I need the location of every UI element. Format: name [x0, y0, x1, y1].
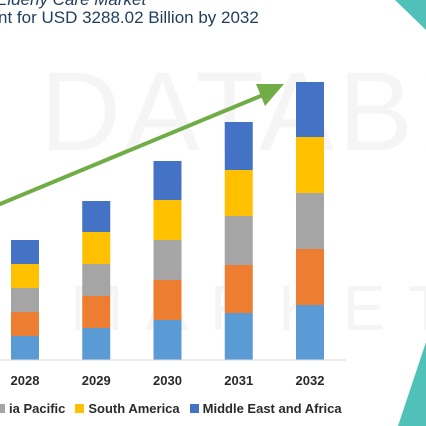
trend-arrow-line — [0, 93, 265, 206]
x-tick-label-2030: 2030 — [153, 373, 182, 388]
bar-segment-2032-s3 — [296, 137, 324, 193]
bar-segment-2029-s0 — [82, 328, 111, 360]
x-tick-label-2028: 2028 — [11, 373, 40, 388]
bar-segment-2032-s2 — [296, 193, 324, 249]
trend-arrow — [0, 84, 284, 206]
bar-segment-2030-s4 — [153, 161, 182, 200]
bar-segment-2029-s2 — [82, 264, 111, 296]
legend-label-middle-east-africa: Middle East and Africa — [202, 401, 342, 416]
bar-segment-2029-s4 — [82, 201, 111, 232]
legend-label-south-america: South America — [88, 401, 180, 416]
x-tick-label-2029: 2029 — [82, 373, 111, 388]
bar-segment-2030-s0 — [153, 320, 182, 360]
bar-segment-2030-s3 — [153, 200, 182, 240]
bar-segment-2031-s4 — [224, 122, 253, 170]
bar-segment-2028-s0 — [11, 336, 39, 360]
bar-segment-2031-s3 — [224, 170, 253, 216]
bar-segment-2030-s1 — [153, 280, 182, 320]
legend-label-asia-pacific: ia Pacific — [9, 401, 66, 416]
bar-segment-2028-s2 — [11, 288, 39, 312]
bar-segment-2030-s2 — [153, 240, 182, 280]
bar-segment-2028-s1 — [11, 312, 39, 336]
bar-segment-2029-s3 — [82, 232, 111, 264]
x-tick-label-2031: 2031 — [224, 373, 253, 388]
x-tick-label-2032: 2032 — [296, 373, 325, 388]
bar-segment-2032-s1 — [296, 249, 324, 305]
chart-title-top-cropped: Elderly Care Market — [0, 0, 146, 10]
bar-segment-2032-s4 — [296, 82, 324, 137]
bar-segment-2029-s1 — [82, 296, 111, 328]
decor-teal-bottom-right — [398, 342, 426, 426]
bar-segment-2028-s4 — [11, 240, 39, 264]
legend-swatch-south-america — [75, 404, 85, 413]
bar-segment-2028-s3 — [11, 264, 39, 288]
legend-swatch-middle-east-africa — [189, 404, 199, 413]
decor-teal-top-right — [395, 0, 426, 30]
bar-segment-2031-s1 — [224, 265, 253, 313]
bar-segment-2032-s0 — [296, 305, 324, 360]
legend: ia Pacific South America Middle East and… — [0, 401, 342, 416]
x-tick-labels: 2028 2029 2030 2031 2032 — [11, 373, 325, 388]
chart-title: nt for USD 3288.02 Billion by 2032 — [0, 8, 259, 27]
bars-group — [11, 82, 324, 360]
bar-segment-2031-s2 — [224, 216, 253, 265]
bar-segment-2031-s0 — [224, 313, 253, 360]
legend-swatch-asia-pacific — [0, 404, 5, 413]
trend-arrow-head — [256, 84, 284, 106]
